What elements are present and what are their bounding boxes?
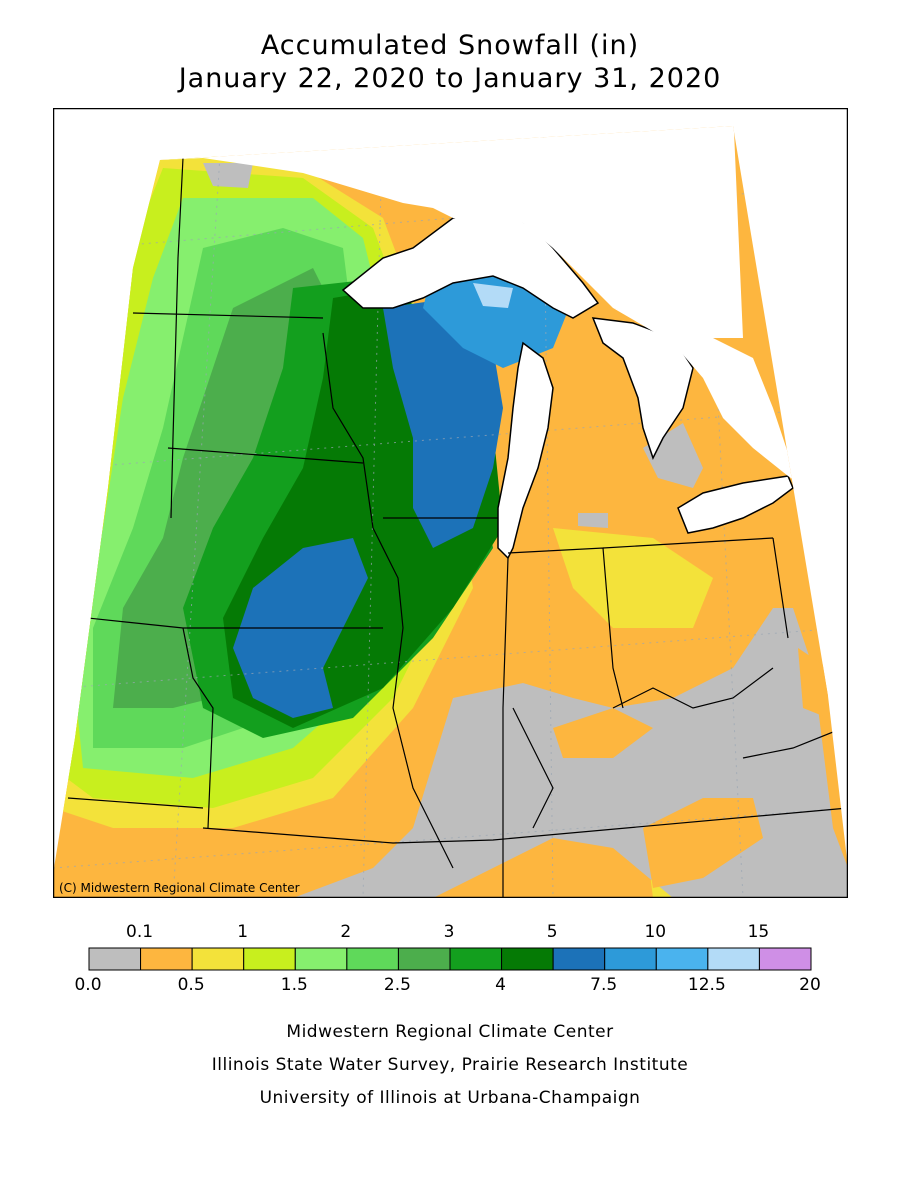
legend-bin bbox=[655, 947, 709, 971]
legend-top-label: 2 bbox=[340, 922, 352, 942]
legend-bottom-label: 20 bbox=[799, 975, 821, 995]
legend-bottom-label: 1.5 bbox=[280, 975, 308, 995]
legend-bin bbox=[449, 947, 503, 971]
map-title: Accumulated Snowfall (in) bbox=[260, 30, 640, 61]
legend-top-label: 1 bbox=[237, 922, 249, 942]
legend-bin bbox=[191, 947, 245, 971]
legend-top-label: 5 bbox=[546, 922, 558, 942]
snowfall-fields bbox=[53, 126, 848, 898]
legend-bin bbox=[707, 947, 760, 971]
legend-bin bbox=[346, 947, 399, 971]
credit-uiuc: University of Illinois at Urbana-Champai… bbox=[259, 1088, 641, 1108]
legend-bin bbox=[501, 947, 554, 971]
legend-bottom-label: 7.5 bbox=[590, 975, 618, 995]
legend-bin bbox=[294, 947, 348, 971]
legend-bin bbox=[552, 947, 606, 971]
legend-color-bar bbox=[88, 947, 812, 971]
legend-top-label: 15 bbox=[747, 922, 770, 942]
credit-mrcc: Midwestern Regional Climate Center bbox=[286, 1022, 614, 1042]
legend-bottom-label: 4 bbox=[495, 975, 506, 995]
snowfall-map: (C) Midwestern Regional Climate Center bbox=[53, 108, 848, 898]
legend-bin bbox=[758, 947, 812, 971]
legend-bottom-label: 0.0 bbox=[74, 975, 102, 995]
legend-bottom-label: 0.5 bbox=[177, 975, 205, 995]
map-date-range: January 22, 2020 to January 31, 2020 bbox=[178, 63, 722, 94]
legend-top-label: 3 bbox=[443, 922, 455, 942]
map-copyright: (C) Midwestern Regional Climate Center bbox=[59, 881, 300, 895]
legend-bottom-label: 12.5 bbox=[687, 975, 726, 995]
legend-bottom-label: 2.5 bbox=[383, 975, 411, 995]
legend-bin bbox=[243, 947, 296, 971]
legend-bin bbox=[397, 947, 451, 971]
credit-isws: Illinois State Water Survey, Prairie Res… bbox=[211, 1055, 689, 1075]
legend-bin bbox=[604, 947, 657, 971]
legend-top-label: 0.1 bbox=[126, 922, 154, 942]
legend-bin bbox=[140, 947, 193, 971]
legend-bin bbox=[88, 947, 142, 971]
legend-top-label: 10 bbox=[644, 922, 667, 942]
